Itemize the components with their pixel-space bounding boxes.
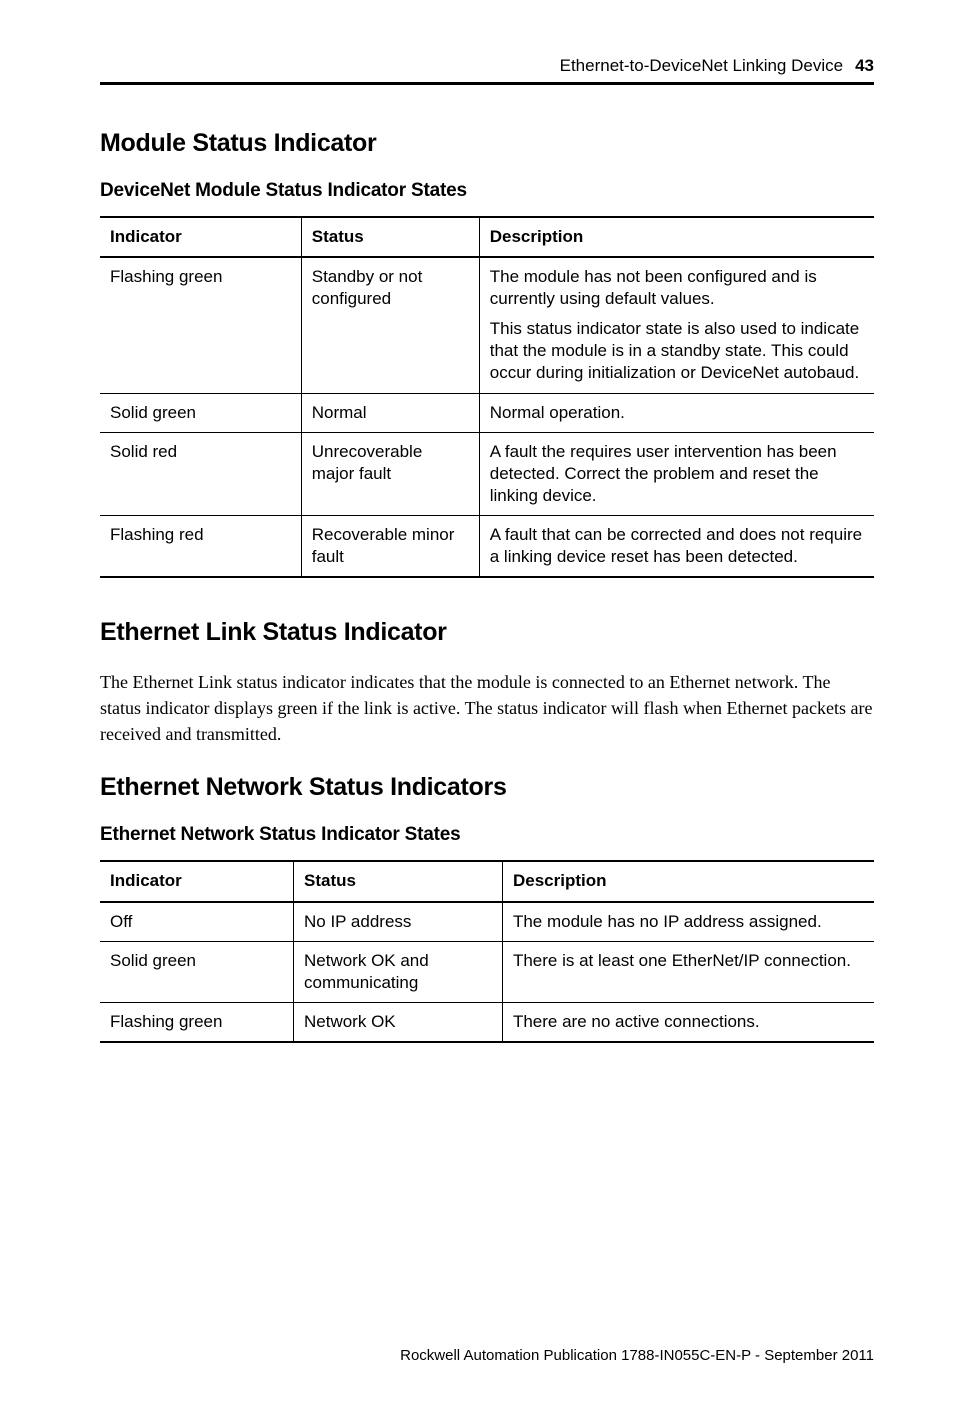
section1-subheading: DeviceNet Module Status Indicator States: [100, 180, 874, 202]
cell-status: Network OK and communicating: [294, 941, 503, 1002]
col-description: Description: [502, 861, 874, 901]
cell-status: Normal: [301, 393, 479, 432]
cell-indicator: Solid green: [100, 393, 301, 432]
header-page-number: 43: [855, 56, 874, 76]
cell-status: Recoverable minor fault: [301, 515, 479, 577]
cell-indicator: Flashing green: [100, 1002, 294, 1042]
ethernet-status-table: Indicator Status Description Off No IP a…: [100, 860, 874, 1042]
table-row: Off No IP address The module has no IP a…: [100, 902, 874, 942]
cell-indicator: Flashing red: [100, 515, 301, 577]
cell-description: There is at least one EtherNet/IP connec…: [502, 941, 874, 1002]
cell-indicator: Solid green: [100, 941, 294, 1002]
section3-subheading: Ethernet Network Status Indicator States: [100, 824, 874, 846]
table-row: Solid red Unrecoverable major fault A fa…: [100, 432, 874, 515]
cell-description: A fault the requires user intervention h…: [479, 432, 874, 515]
col-indicator: Indicator: [100, 861, 294, 901]
cell-indicator: Solid red: [100, 432, 301, 515]
table-row: Flashing red Recoverable minor fault A f…: [100, 515, 874, 577]
cell-description: The module has not been configured and i…: [479, 257, 874, 393]
table-row: Flashing green Standby or not configured…: [100, 257, 874, 393]
col-description: Description: [479, 217, 874, 257]
table-row: Solid green Normal Normal operation.: [100, 393, 874, 432]
col-indicator: Indicator: [100, 217, 301, 257]
cell-description: A fault that can be corrected and does n…: [479, 515, 874, 577]
page-footer: Rockwell Automation Publication 1788-IN0…: [400, 1347, 874, 1364]
table-row: Solid green Network OK and communicating…: [100, 941, 874, 1002]
cell-status: No IP address: [294, 902, 503, 942]
cell-status: Network OK: [294, 1002, 503, 1042]
table-header-row: Indicator Status Description: [100, 217, 874, 257]
section2-heading: Ethernet Link Status Indicator: [100, 618, 874, 647]
header-title: Ethernet-to-DeviceNet Linking Device: [560, 56, 843, 76]
cell-indicator: Off: [100, 902, 294, 942]
table-row: Flashing green Network OK There are no a…: [100, 1002, 874, 1042]
section2-body: The Ethernet Link status indicator indic…: [100, 669, 874, 747]
cell-status: Standby or not configured: [301, 257, 479, 393]
devicenet-status-table: Indicator Status Description Flashing gr…: [100, 216, 874, 578]
section3-heading: Ethernet Network Status Indicators: [100, 773, 874, 802]
desc-para2: This status indicator state is also used…: [490, 318, 864, 384]
cell-description: Normal operation.: [479, 393, 874, 432]
col-status: Status: [294, 861, 503, 901]
desc-para1: The module has not been configured and i…: [490, 266, 864, 310]
section1-heading: Module Status Indicator: [100, 129, 874, 158]
cell-description: There are no active connections.: [502, 1002, 874, 1042]
col-status: Status: [301, 217, 479, 257]
cell-description: The module has no IP address assigned.: [502, 902, 874, 942]
cell-indicator: Flashing green: [100, 257, 301, 393]
page-header: Ethernet-to-DeviceNet Linking Device 43: [100, 56, 874, 85]
table-header-row: Indicator Status Description: [100, 861, 874, 901]
cell-status: Unrecoverable major fault: [301, 432, 479, 515]
